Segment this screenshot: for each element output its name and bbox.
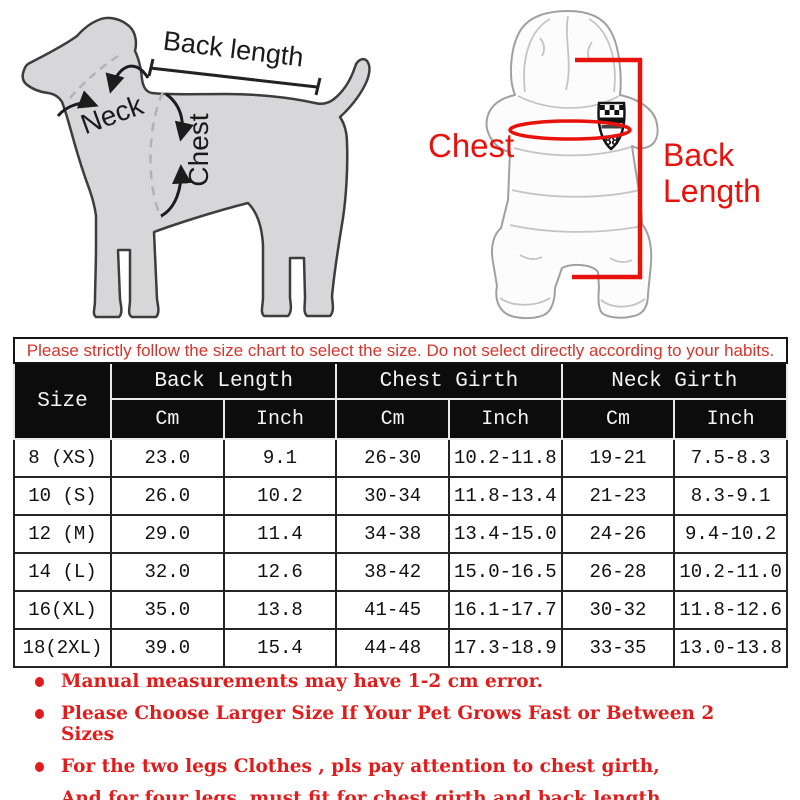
size-cell: 16(XL) xyxy=(13,590,112,630)
table-cell: 10.2-11.0 xyxy=(673,552,788,592)
note-item-continuation: And for four legs, must fit for chest gi… xyxy=(61,788,773,800)
table-cell: 10.2 xyxy=(222,476,338,516)
table-cell: 9.1 xyxy=(222,438,338,478)
table-row: 12 (M) 29.0 11.4 34-38 13.4-15.0 24-26 9… xyxy=(13,514,788,554)
note-item: Please Choose Larger Size If Your Pet Gr… xyxy=(33,703,773,745)
note-item: For the two legs Clothes , pls pay atten… xyxy=(33,756,773,777)
table-notice: Please strictly follow the size chart to… xyxy=(13,337,788,364)
bullet-icon xyxy=(35,762,44,772)
unit-header: Inch xyxy=(222,398,338,440)
notes-section: Manual measurements may have 1-2 cm erro… xyxy=(33,671,773,800)
table-row: 16(XL) 35.0 13.8 41-45 16.1-17.7 30-32 1… xyxy=(13,590,788,630)
note-text: Please Choose Larger Size If Your Pet Gr… xyxy=(61,703,715,745)
table-cell: 26-30 xyxy=(335,438,450,478)
table-row: 10 (S) 26.0 10.2 30-34 11.8-13.4 21-23 8… xyxy=(13,476,788,516)
coat-measurement-diagram: 88 Chest Back Length xyxy=(428,10,761,320)
coat-back-label-line1: Back xyxy=(663,137,735,173)
table-unit-header-row: Cm Inch Cm Inch Cm Inch xyxy=(14,398,788,440)
table-cell: 17.3-18.9 xyxy=(447,628,563,668)
coat-back-label-line2: Length xyxy=(663,173,761,209)
coat-fabric-lines xyxy=(499,15,646,308)
table-cell: 35.0 xyxy=(110,590,225,630)
table-cell: 15.0-16.5 xyxy=(447,552,563,592)
back-length-measure-line xyxy=(147,58,322,96)
dog-measurement-diagram: Back length Neck Chest xyxy=(21,16,371,319)
table-cell: 11.4 xyxy=(222,514,338,554)
neck-measure-arrow-left xyxy=(56,90,99,118)
chest-label: Chest xyxy=(183,113,214,186)
back-length-label: Back length xyxy=(162,26,306,73)
table-cell: 7.5-8.3 xyxy=(673,438,788,478)
table-cell: 26.0 xyxy=(110,476,225,516)
table-cell: 24-26 xyxy=(560,514,676,554)
neck-girth-dashed-line xyxy=(69,54,119,99)
badge-text-band xyxy=(600,117,623,123)
table-cell: 16.1-17.7 xyxy=(447,590,563,630)
table-cell: 11.8-12.6 xyxy=(673,590,788,630)
table-row: 8 (XS) 23.0 9.1 26-30 10.2-11.8 19-21 7.… xyxy=(13,438,788,478)
note-item: Manual measurements may have 1-2 cm erro… xyxy=(33,671,773,692)
size-cell: 12 (M) xyxy=(13,514,112,554)
size-cell: 18(2XL) xyxy=(13,628,112,668)
unit-header: Inch xyxy=(447,398,563,440)
chest-girth-ellipse xyxy=(508,119,632,141)
table-cell: 26-28 xyxy=(560,552,676,592)
table-cell: 23.0 xyxy=(110,438,225,478)
chest-girth-group-header: Chest Girth xyxy=(335,362,563,400)
note-text: And for four legs, must fit for chest gi… xyxy=(61,788,667,800)
table-cell: 19-21 xyxy=(560,438,676,478)
note-text: For the two legs Clothes , pls pay atten… xyxy=(61,756,660,777)
measurement-diagrams: Back length Neck Chest xyxy=(0,0,800,334)
table-group-header-row: Size Back Length Chest Girth Neck Girth xyxy=(13,362,789,440)
table-cell: 11.8-13.4 xyxy=(447,476,563,516)
back-length-group-header: Back Length xyxy=(109,362,338,400)
table-cell: 8.3-9.1 xyxy=(673,476,788,516)
neck-girth-group-header: Neck Girth xyxy=(560,362,789,400)
unit-header: Cm xyxy=(335,398,450,440)
neck-measure-arrow-right xyxy=(105,64,150,94)
coat-chest-label: Chest xyxy=(428,127,514,164)
table-cell: 33-35 xyxy=(560,628,676,668)
chest-girth-dashed-line xyxy=(149,91,165,219)
chest-measure-arrow-down xyxy=(165,92,194,142)
table-cell: 13.0-13.8 xyxy=(673,628,788,668)
size-cell: 14 (L) xyxy=(13,552,112,592)
table-cell: 13.4-15.0 xyxy=(447,514,563,554)
back-length-bracket xyxy=(572,57,643,280)
table-cell: 39.0 xyxy=(110,628,225,668)
table-cell: 15.4 xyxy=(222,628,338,668)
table-cell: 30-32 xyxy=(560,590,676,630)
table-row: 18(2XL) 39.0 15.4 44-48 17.3-18.9 33-35 … xyxy=(13,628,788,668)
bullet-icon xyxy=(35,709,44,719)
table-cell: 30-34 xyxy=(335,476,450,516)
table-cell: 38-42 xyxy=(335,552,450,592)
coat-outline xyxy=(485,10,659,320)
size-cell: 10 (S) xyxy=(13,476,112,516)
size-column-header: Size xyxy=(13,362,112,440)
bullet-icon xyxy=(35,677,44,687)
unit-header: Inch xyxy=(673,398,788,440)
table-cell: 12.6 xyxy=(222,552,338,592)
badge-checker-pattern xyxy=(600,105,624,115)
unit-header: Cm xyxy=(110,398,225,440)
chest-measure-arrow-up xyxy=(160,164,192,218)
badge-subtext-band xyxy=(601,125,622,129)
note-text: Manual measurements may have 1-2 cm erro… xyxy=(61,671,544,692)
table-cell: 41-45 xyxy=(335,590,450,630)
size-cell: 8 (XS) xyxy=(13,438,112,478)
unit-header: Cm xyxy=(560,398,676,440)
table-cell: 9.4-10.2 xyxy=(673,514,788,554)
table-cell: 21-23 xyxy=(560,476,676,516)
table-row: 14 (L) 32.0 12.6 38-42 15.0-16.5 26-28 1… xyxy=(13,552,788,592)
table-cell: 44-48 xyxy=(335,628,450,668)
table-cell: 29.0 xyxy=(110,514,225,554)
table-cell: 10.2-11.8 xyxy=(447,438,563,478)
size-table: Please strictly follow the size chart to… xyxy=(13,337,789,668)
table-cell: 32.0 xyxy=(110,552,225,592)
table-notice-row: Please strictly follow the size chart to… xyxy=(13,337,788,364)
table-cell: 13.8 xyxy=(222,590,338,630)
table-cell: 34-38 xyxy=(335,514,450,554)
